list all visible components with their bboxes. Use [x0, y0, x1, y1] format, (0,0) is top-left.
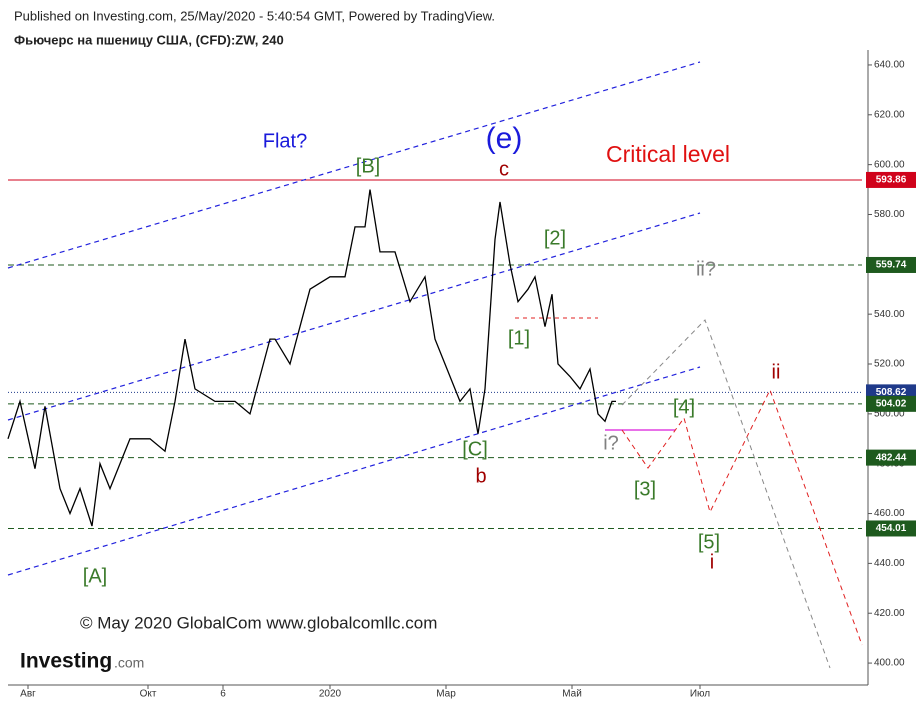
y-tick-label: 420.00: [874, 608, 905, 619]
instrument-title: Фьючерс на пшеницу США, (CFD):ZW, 240: [14, 32, 284, 47]
annotation: i?: [603, 432, 619, 454]
x-tick-label: Окт: [140, 689, 157, 700]
channel-upper: [7, 61, 701, 269]
x-tick-label: Авг: [20, 689, 36, 700]
y-tick-label: 440.00: [874, 558, 905, 569]
annotation: b: [475, 465, 486, 487]
annotation: [1]: [508, 327, 530, 349]
x-tick-label: Май: [562, 689, 582, 700]
channel-lines: [7, 61, 701, 576]
x-tick-label: Июл: [690, 689, 710, 700]
x-tick-label: Мар: [436, 689, 456, 700]
level-label: 508.62: [876, 387, 907, 398]
annotation: c: [499, 158, 509, 180]
annotation: [A]: [83, 565, 107, 587]
level-label: 482.44: [876, 452, 907, 463]
annotation: (e): [486, 122, 523, 155]
annotation: [2]: [544, 227, 566, 249]
annotation: Critical level: [606, 141, 730, 167]
y-tick-label: 580.00: [874, 209, 905, 220]
logo: Investing: [20, 650, 112, 673]
channel-lower: [7, 366, 701, 576]
level-label: 559.74: [876, 260, 907, 271]
logo-suffix: .com: [114, 655, 144, 671]
projection-gray: [621, 319, 831, 669]
y-tick-label: 520.00: [874, 359, 905, 370]
x-tick-label: 2020: [319, 689, 342, 700]
y-tick-label: 400.00: [874, 658, 905, 669]
level-badge: [866, 256, 916, 273]
level-label: 454.01: [876, 523, 907, 534]
price-line: [7, 189, 616, 527]
y-tick-label: 640.00: [874, 60, 905, 71]
y-tick-label: 600.00: [874, 159, 905, 170]
annotation: [C]: [462, 438, 488, 460]
annotation: [4]: [673, 396, 695, 418]
copyright: © May 2020 GlobalCom www.globalcomllc.co…: [80, 613, 437, 632]
level-badge: [866, 395, 916, 412]
annotation: ii: [772, 361, 781, 383]
level-label: 593.86: [876, 175, 907, 186]
projection-red: [621, 388, 863, 646]
channel-middle: [7, 212, 701, 421]
published-note: Published on Investing.com, 25/May/2020 …: [14, 8, 495, 23]
annotation: Flat?: [263, 130, 307, 152]
y-tick-label: 460.00: [874, 508, 905, 519]
level-badge: [866, 449, 916, 466]
annotation: ii?: [696, 258, 716, 280]
x-tick-label: 6: [220, 689, 226, 700]
level-badge: [866, 171, 916, 188]
y-tick-label: 500.00: [874, 408, 905, 419]
level-badge: [866, 520, 916, 537]
level-label: 504.02: [876, 398, 907, 409]
annotation: i: [710, 551, 714, 573]
annotation: [B]: [356, 155, 380, 177]
annotation: [3]: [634, 478, 656, 500]
y-tick-label: 540.00: [874, 309, 905, 320]
y-tick-label: 620.00: [874, 109, 905, 120]
annotation: [5]: [698, 531, 720, 553]
